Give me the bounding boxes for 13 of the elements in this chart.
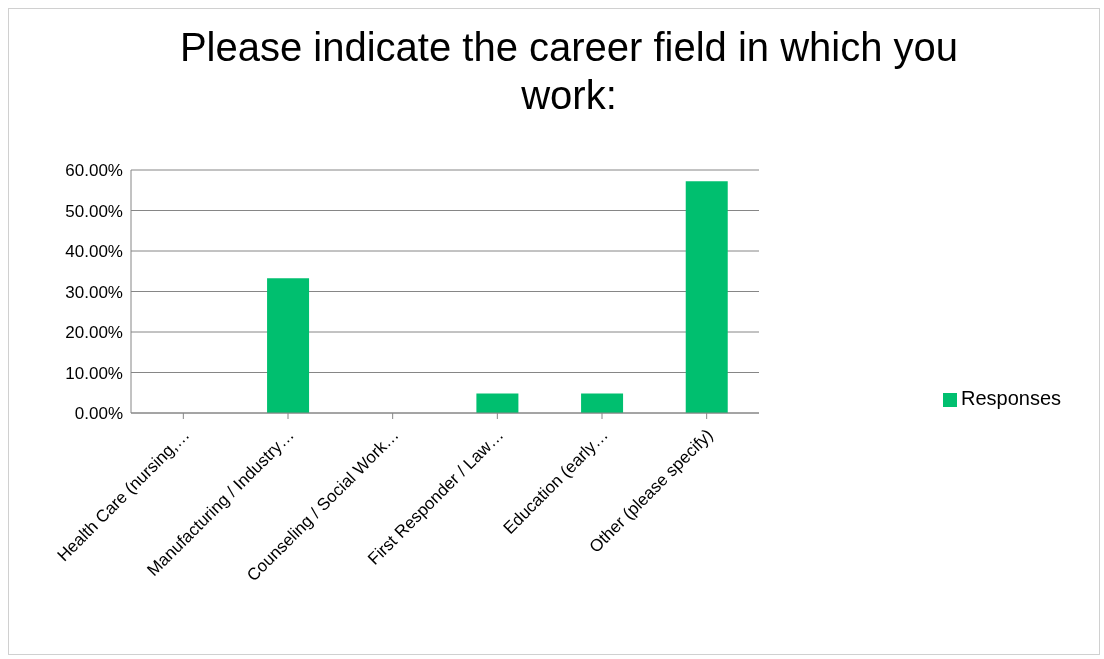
y-tick-label: 50.00%: [65, 201, 123, 221]
y-tick-label: 10.00%: [65, 363, 123, 383]
bar: [267, 278, 310, 413]
y-tick-label: 0.00%: [74, 404, 123, 424]
bar: [685, 181, 728, 413]
bar: [581, 393, 624, 413]
y-tick-label: 60.00%: [65, 161, 123, 181]
y-tick-label: 20.00%: [65, 323, 123, 343]
legend-label: Responses: [961, 387, 1062, 409]
y-tick-label: 40.00%: [65, 242, 123, 262]
y-tick-label: 30.00%: [65, 282, 123, 302]
bar: [476, 393, 519, 413]
chart-title: Please indicate the career field in which you work:: [179, 24, 959, 119]
